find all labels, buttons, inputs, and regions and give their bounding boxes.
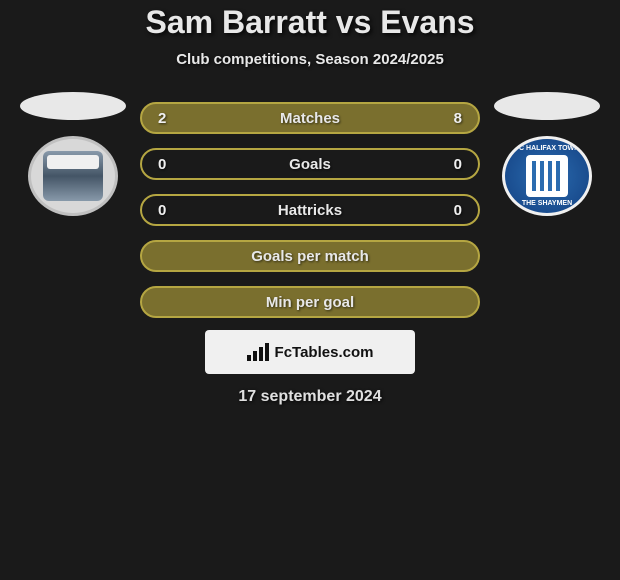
badge-right-center — [526, 155, 568, 197]
club-badge-left — [28, 136, 118, 216]
stat-value-left: 2 — [158, 110, 166, 127]
fctables-label: FcTables.com — [275, 344, 374, 361]
stats-column: 2Matches80Goals00Hattricks0Goals per mat… — [140, 92, 480, 318]
badge-right-top-text: FC HALIFAX TOWN — [505, 145, 589, 152]
player-left-col — [18, 92, 128, 216]
h2h-widget: Sam Barratt vs Evans Club competitions, … — [0, 0, 620, 406]
player-left-photo-placeholder — [20, 92, 126, 120]
stat-label: Hattricks — [142, 202, 478, 219]
stat-bar-goals: 0Goals0 — [140, 148, 480, 180]
stat-value-left: 0 — [158, 202, 166, 219]
date-label: 17 september 2024 — [0, 388, 620, 406]
stat-bar-matches: 2Matches8 — [140, 102, 480, 134]
club-badge-right: FC HALIFAX TOWN THE SHAYMEN — [502, 136, 592, 216]
player-right-photo-placeholder — [494, 92, 600, 120]
stat-bar-min-per-goal: Min per goal — [140, 286, 480, 318]
bar-chart-icon — [247, 343, 269, 361]
stat-bar-goals-per-match: Goals per match — [140, 240, 480, 272]
page-title: Sam Barratt vs Evans — [0, 4, 620, 41]
stat-value-right: 8 — [454, 110, 462, 127]
badge-right-bottom-text: THE SHAYMEN — [505, 200, 589, 207]
club-badge-left-crest — [43, 151, 103, 201]
stat-value-left: 0 — [158, 156, 166, 173]
badge-right-stripes-icon — [532, 161, 562, 191]
stat-label: Goals — [142, 156, 478, 173]
stat-label: Goals per match — [142, 248, 478, 265]
stat-value-right: 0 — [454, 156, 462, 173]
stat-bar-hattricks: 0Hattricks0 — [140, 194, 480, 226]
stat-label: Min per goal — [142, 294, 478, 311]
fctables-attribution[interactable]: FcTables.com — [205, 330, 415, 374]
player-right-col: FC HALIFAX TOWN THE SHAYMEN — [492, 92, 602, 216]
stat-label: Matches — [142, 110, 478, 127]
stat-value-right: 0 — [454, 202, 462, 219]
subtitle: Club competitions, Season 2024/2025 — [0, 51, 620, 68]
main-row: 2Matches80Goals00Hattricks0Goals per mat… — [0, 92, 620, 318]
